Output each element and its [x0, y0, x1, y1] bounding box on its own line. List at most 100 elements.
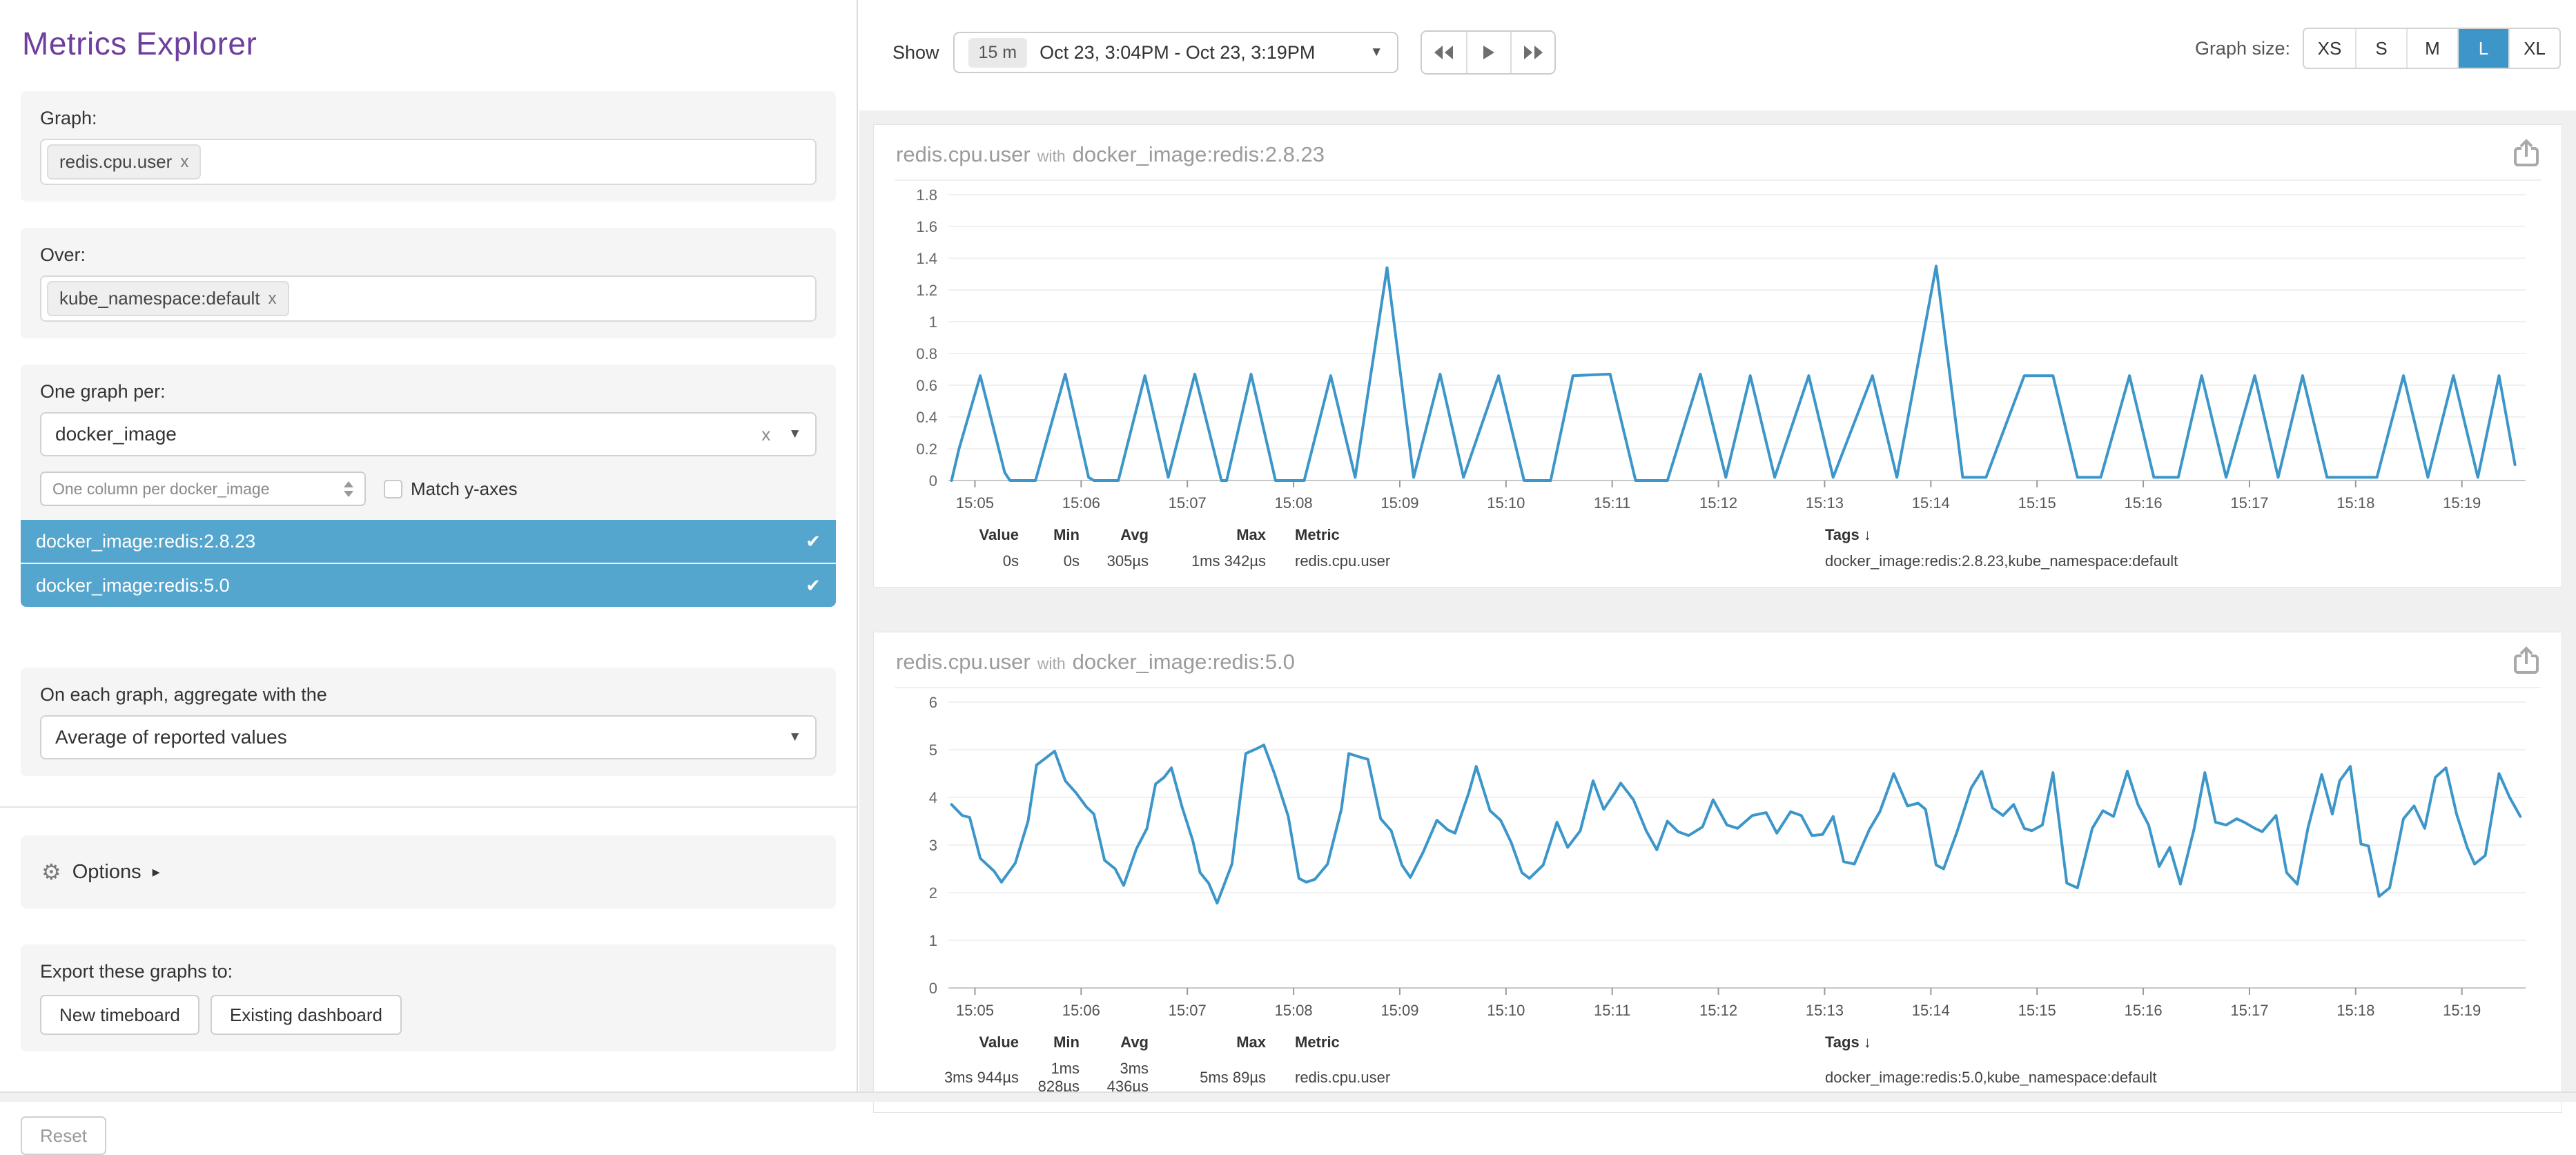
size-button-l[interactable]: L	[2457, 29, 2508, 68]
over-tag-text: kube_namespace:default	[59, 288, 260, 309]
list-item-label: docker_image:redis:5.0	[36, 575, 230, 596]
fast-forward-icon	[1523, 44, 1543, 61]
reset-button[interactable]: Reset	[21, 1116, 106, 1155]
chart-legend: Value Min Avg Max Metric Tags ↓ 0s 0s 30…	[895, 515, 2541, 573]
one-graph-per-section: One graph per: docker_image x ▼ One colu…	[21, 365, 836, 607]
page-title: Metrics Explorer	[22, 25, 836, 62]
clear-icon[interactable]: x	[761, 424, 770, 445]
legend-metric: redis.cpu.user	[1266, 552, 1825, 570]
aggregate-select[interactable]: Average of reported values ▼	[40, 715, 817, 759]
svg-text:15:06: 15:06	[1062, 1002, 1100, 1019]
options-toggle[interactable]: ⚙ Options ▸	[40, 852, 817, 892]
legend-value: 0s	[936, 552, 1019, 570]
svg-text:15:14: 15:14	[1912, 1002, 1950, 1019]
svg-text:15:10: 15:10	[1487, 494, 1525, 512]
time-range-text: Oct 23, 3:04PM - Oct 23, 3:19PM	[1040, 42, 1358, 64]
rewind-button[interactable]	[1422, 32, 1466, 73]
aggregate-value: Average of reported values	[55, 726, 287, 748]
legend-header-value: Value	[936, 526, 1019, 544]
export-graph-button[interactable]	[2513, 646, 2539, 677]
new-timeboard-button[interactable]: New timeboard	[40, 995, 199, 1035]
legend-header-max: Max	[1149, 1033, 1266, 1051]
fast-forward-button[interactable]	[1510, 32, 1554, 73]
svg-text:15:11: 15:11	[1594, 1002, 1630, 1019]
over-section: Over: kube_namespace:default x	[21, 228, 836, 338]
svg-text:0: 0	[929, 980, 937, 997]
legend-header-tags[interactable]: Tags ↓	[1825, 526, 2539, 544]
remove-tag-icon[interactable]: x	[269, 289, 277, 309]
legend-header-min: Min	[1019, 1033, 1080, 1051]
svg-text:15:08: 15:08	[1275, 494, 1313, 512]
svg-text:15:13: 15:13	[1806, 494, 1844, 512]
svg-text:15:15: 15:15	[2018, 1002, 2056, 1019]
match-y-axes-checkbox[interactable]	[384, 480, 402, 498]
legend-header-avg: Avg	[1080, 1033, 1149, 1051]
time-toolbar: Show 15 m Oct 23, 3:04PM - Oct 23, 3:19P…	[859, 0, 2576, 110]
legend-max: 1ms 342µs	[1149, 552, 1266, 570]
legend-avg: 3ms 436µs	[1080, 1060, 1149, 1096]
graph-tag-chip[interactable]: redis.cpu.user x	[47, 144, 201, 179]
over-tag-chip[interactable]: kube_namespace:default x	[47, 281, 289, 316]
time-range-picker[interactable]: 15 m Oct 23, 3:04PM - Oct 23, 3:19PM ▼	[953, 32, 1398, 73]
svg-text:15:19: 15:19	[2443, 494, 2481, 512]
existing-dashboard-button[interactable]: Existing dashboard	[211, 995, 402, 1035]
svg-text:4: 4	[929, 789, 937, 806]
svg-text:15:18: 15:18	[2336, 1002, 2374, 1019]
column-layout-select[interactable]: One column per docker_image	[40, 472, 366, 506]
legend-tags: docker_image:redis:5.0,kube_namespace:de…	[1825, 1069, 2539, 1087]
svg-text:15:12: 15:12	[1699, 1002, 1737, 1019]
graph-label: Graph:	[40, 108, 817, 129]
aggregate-label: On each graph, aggregate with the	[40, 684, 817, 706]
over-label: Over:	[40, 244, 817, 266]
legend-header-tags[interactable]: Tags ↓	[1825, 1033, 2539, 1051]
size-button-m[interactable]: M	[2406, 29, 2457, 68]
legend-header-metric: Metric	[1266, 526, 1825, 544]
one-graph-per-select[interactable]: docker_image x ▼	[40, 412, 817, 456]
svg-text:0.6: 0.6	[916, 377, 937, 394]
graph-input[interactable]: redis.cpu.user x	[40, 139, 817, 185]
divider	[0, 806, 857, 808]
svg-text:1: 1	[929, 932, 937, 949]
share-icon	[2513, 646, 2539, 675]
legend-value: 3ms 944µs	[936, 1069, 1019, 1087]
size-button-xl[interactable]: XL	[2508, 29, 2559, 68]
match-y-axes-control[interactable]: Match y-axes	[384, 478, 518, 500]
graph-size-control: Graph size: XS S M L XL	[2195, 28, 2561, 69]
svg-text:1.8: 1.8	[916, 186, 937, 204]
export-graph-button[interactable]	[2513, 139, 2539, 170]
svg-text:0.2: 0.2	[916, 440, 937, 458]
remove-tag-icon[interactable]: x	[180, 153, 188, 172]
chevron-down-icon: ▼	[1370, 45, 1383, 60]
svg-text:1.6: 1.6	[916, 218, 937, 235]
list-item-redis-2-8-23[interactable]: docker_image:redis:2.8.23 ✔	[21, 520, 836, 563]
svg-text:1.2: 1.2	[916, 282, 937, 299]
svg-text:15:18: 15:18	[2336, 494, 2374, 512]
svg-text:1: 1	[929, 313, 937, 331]
column-layout-value: One column per docker_image	[52, 480, 270, 498]
svg-text:15:14: 15:14	[1912, 494, 1950, 512]
svg-text:15:05: 15:05	[956, 1002, 994, 1019]
options-label: Options	[72, 861, 142, 884]
svg-text:15:08: 15:08	[1275, 1002, 1313, 1019]
duration-badge: 15 m	[968, 38, 1028, 68]
svg-text:6: 6	[929, 694, 937, 711]
graph-size-label: Graph size:	[2195, 38, 2290, 59]
svg-text:2: 2	[929, 884, 937, 902]
play-button[interactable]	[1466, 32, 1510, 73]
chart-title-join: with	[1037, 654, 1066, 672]
size-button-s[interactable]: S	[2355, 29, 2406, 68]
chevron-down-icon: ▼	[788, 427, 801, 442]
list-item-redis-5-0[interactable]: docker_image:redis:5.0 ✔	[21, 564, 836, 607]
tag-value-list: docker_image:redis:2.8.23 ✔ docker_image…	[21, 520, 836, 607]
svg-text:5: 5	[929, 741, 937, 759]
size-button-xs[interactable]: XS	[2304, 29, 2355, 68]
one-graph-per-value: docker_image	[55, 423, 177, 445]
options-section: ⚙ Options ▸	[21, 835, 836, 909]
legend-header-metric: Metric	[1266, 1033, 1825, 1051]
match-y-axes-label: Match y-axes	[411, 478, 518, 500]
over-input[interactable]: kube_namespace:default x	[40, 275, 817, 322]
svg-text:15:13: 15:13	[1806, 1002, 1844, 1019]
